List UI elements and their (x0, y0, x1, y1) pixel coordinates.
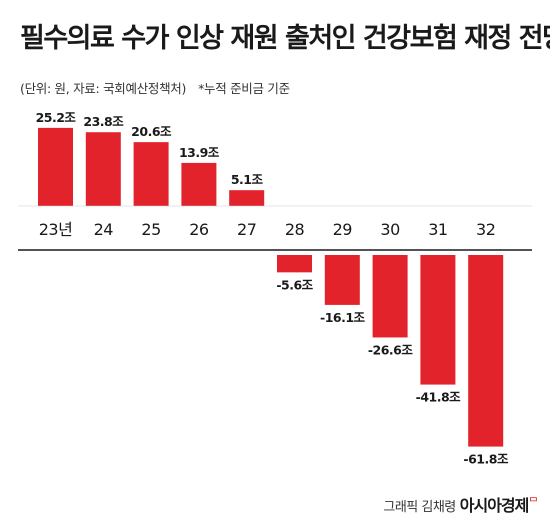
value-label: -16.1조 (320, 310, 366, 325)
value-label: 23.8조 (83, 114, 124, 129)
category-label: 27 (237, 220, 256, 239)
bar (420, 255, 456, 385)
value-label: -61.8조 (463, 452, 509, 467)
source-note: (단위: 원, 자료: 국회예산정책처) (20, 81, 187, 96)
bar (133, 142, 169, 206)
brand-mark-icon: ᄆ (528, 495, 538, 509)
basis-note: *누적 준비금 기준 (198, 81, 290, 96)
graphic-credit: 그래픽 김채령 (383, 500, 456, 515)
bar (372, 255, 408, 338)
bar (468, 255, 504, 447)
value-label: -5.6조 (276, 277, 313, 292)
value-label: 5.1조 (231, 172, 264, 187)
chart-title: 필수의료 수가 인상 재원 출처인 건강보험 재정 전망 (20, 23, 550, 54)
value-label: -41.8조 (416, 390, 462, 405)
category-label: 29 (333, 220, 353, 239)
chart-subtitle: (단위: 원, 자료: 국회예산정책처) *누적 준비금 기준 (20, 78, 290, 97)
category-label: 26 (189, 220, 209, 239)
bar (229, 190, 265, 206)
value-label: 13.9조 (179, 145, 220, 160)
value-label: 20.6조 (131, 124, 172, 139)
category-label: 31 (428, 220, 447, 239)
brand-logo: 아시아경제 (459, 496, 530, 515)
bar (38, 127, 73, 206)
bar (324, 255, 360, 305)
category-label: 23년 (39, 220, 73, 239)
bar (181, 162, 217, 206)
value-label: -26.6조 (368, 342, 414, 357)
category-label: 28 (285, 220, 305, 239)
credit: 그래픽 김채령 아시아경제ᄆ (383, 492, 538, 516)
category-label: 24 (94, 220, 114, 239)
value-label: 25.2조 (36, 110, 77, 125)
category-label: 25 (141, 220, 160, 239)
category-label: 30 (380, 220, 400, 239)
category-label: 32 (476, 220, 495, 239)
bar (277, 255, 312, 273)
bar (85, 132, 121, 206)
